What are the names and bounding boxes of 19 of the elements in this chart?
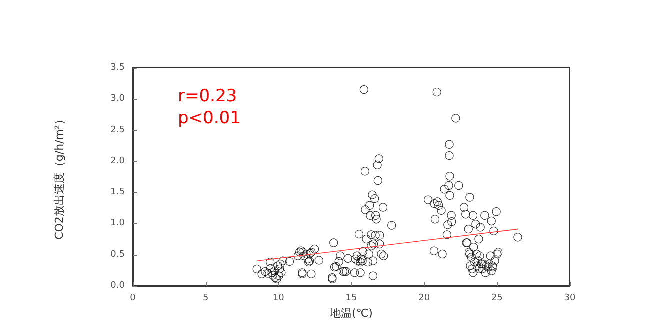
annotation: p<0.01 <box>178 108 241 128</box>
y-tick-label: 1.0 <box>110 218 126 229</box>
x-tick-label: 15 <box>346 294 358 304</box>
y-tick-label: 0.0 <box>110 281 126 291</box>
x-tick-label: 5 <box>202 294 209 304</box>
x-tick-label: 25 <box>491 294 503 304</box>
y-tick-label: 2.5 <box>110 125 125 136</box>
y-tick-label: 3.0 <box>110 94 126 104</box>
y-tick-label: 3.5 <box>110 63 125 73</box>
y-tick-label: 0.5 <box>110 250 125 260</box>
y-tick-label: 1.5 <box>110 188 125 198</box>
x-axis-title: 地温(℃) <box>329 307 373 320</box>
y-axis-title: CO2放出速度（g/h/m²） <box>53 114 66 240</box>
x-tick-label: 10 <box>272 294 285 304</box>
x-tick-label: 20 <box>418 294 430 304</box>
y-tick-label: 2.0 <box>110 156 126 166</box>
x-tick-label: 30 <box>564 294 576 304</box>
annotation: r=0.23 <box>178 86 238 106</box>
x-tick-label: 0 <box>130 294 136 304</box>
